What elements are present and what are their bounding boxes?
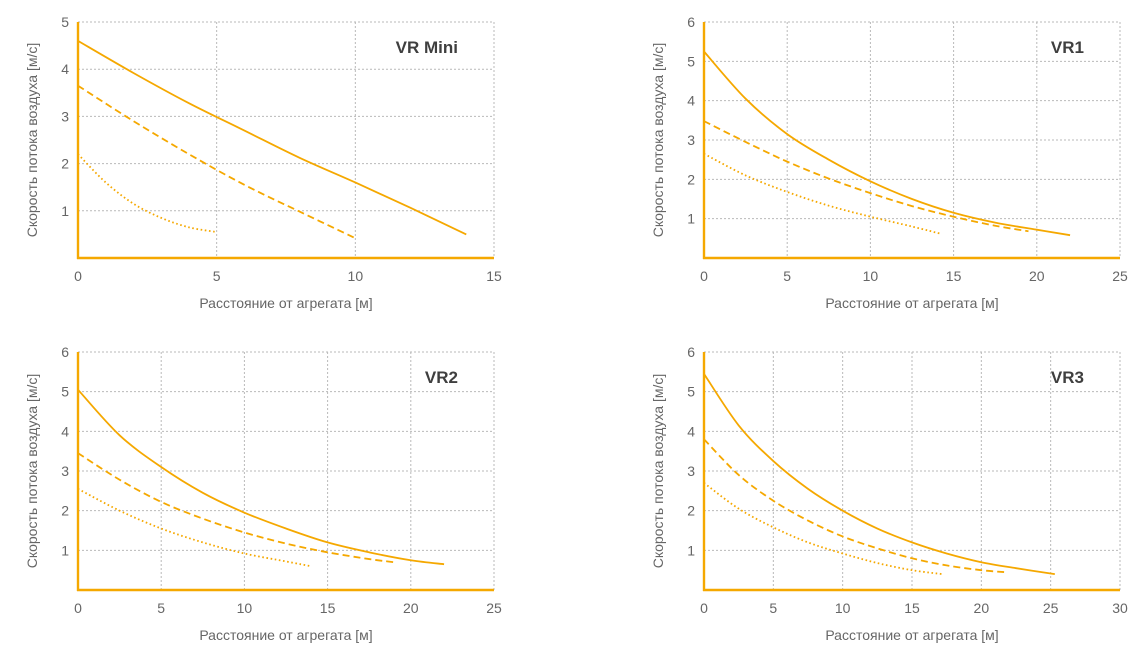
series-line-dashed	[703, 120, 1029, 233]
grid	[78, 351, 495, 590]
x-tick-label: 5	[157, 600, 165, 616]
y-tick-label: 1	[687, 542, 695, 558]
y-axis-title: Скорость потока воздуха [м/с]	[650, 43, 666, 238]
x-tick-label: 10	[863, 268, 879, 284]
x-tick-label: 5	[213, 268, 221, 284]
y-tick-label: 4	[687, 423, 695, 439]
x-tick-label: 10	[348, 268, 364, 284]
y-tick-label: 3	[687, 132, 695, 148]
chart-title: VR3	[1051, 368, 1084, 387]
y-tick-label: 2	[61, 156, 69, 172]
series-line-solid	[77, 40, 467, 236]
x-axis-title: Расстояние от агрегата [м]	[199, 627, 372, 643]
y-tick-label: 4	[61, 61, 69, 77]
x-tick-label: 25	[1112, 268, 1128, 284]
x-tick-label: 5	[783, 268, 791, 284]
y-tick-label: 1	[61, 542, 69, 558]
y-tick-label: 6	[687, 344, 695, 360]
x-tick-label: 20	[974, 600, 990, 616]
x-axis-title: Расстояние от агрегата [м]	[199, 295, 372, 311]
grid	[704, 21, 1121, 258]
y-tick-label: 3	[61, 463, 69, 479]
y-tick-label: 5	[61, 14, 69, 30]
x-tick-label: 10	[237, 600, 253, 616]
x-tick-label: 15	[320, 600, 336, 616]
y-tick-label: 3	[61, 108, 69, 124]
x-tick-label: 0	[74, 268, 82, 284]
series-line-solid	[703, 373, 1055, 576]
y-tick-label: 5	[687, 53, 695, 69]
series-line-solid	[703, 50, 1071, 237]
x-tick-label: 15	[486, 268, 502, 284]
x-tick-label: 25	[1043, 600, 1059, 616]
chart-svg: 0 5 10 15 20 25 1 2 3 4 5 6 Расстояние от агрегата […	[24, 344, 502, 643]
grid	[704, 351, 1121, 590]
x-tick-label: 30	[1112, 600, 1128, 616]
y-tick-label: 5	[61, 384, 69, 400]
series-line-dotted	[77, 153, 217, 233]
series-group	[77, 40, 467, 239]
chart-title: VR Mini	[396, 38, 458, 57]
series-group	[703, 373, 1055, 576]
y-tick-label: 5	[687, 384, 695, 400]
y-tick-label: 6	[687, 14, 695, 30]
chart-vr1: 0 5 10 15 20 25 1 2 3 4 5 6 Расстояние от агрегата […	[626, 0, 1132, 320]
x-tick-label: 20	[1029, 268, 1045, 284]
x-tick-label: 0	[700, 268, 708, 284]
y-tick-label: 2	[61, 503, 69, 519]
y-tick-label: 4	[61, 423, 69, 439]
series-line-dotted	[77, 488, 312, 568]
y-tick-label: 3	[687, 463, 695, 479]
y-tick-label: 1	[687, 211, 695, 227]
x-axis-title: Расстояние от агрегата [м]	[825, 295, 998, 311]
chart-vr2: 0 5 10 15 20 25 1 2 3 4 5 6 Расстояние от агрегата […	[0, 332, 520, 648]
x-axis-title: Расстояние от агрегата [м]	[825, 627, 998, 643]
series-group	[703, 50, 1071, 237]
y-axis-title: Скорость потока воздуха [м/с]	[650, 374, 666, 569]
y-axis-title: Скорость потока воздуха [м/с]	[24, 43, 40, 238]
y-tick-label: 2	[687, 503, 695, 519]
series-line-dashed	[77, 452, 395, 564]
x-tick-label: 0	[700, 600, 708, 616]
chart-vr3: 0 5 10 15 20 25 30 1 2 3 4 5 6 Расстояние от агрегата…	[626, 332, 1132, 648]
x-tick-label: 0	[74, 600, 82, 616]
chart-vr-mini: 0 5 10 15 1 2 3 4 5 Расстояние от агрегата [м] Ско…	[0, 0, 520, 320]
series-line-dotted	[703, 152, 941, 235]
x-tick-label: 5	[769, 600, 777, 616]
y-axis-title: Скорость потока воздуха [м/с]	[24, 374, 40, 569]
y-tick-label: 1	[61, 203, 69, 219]
x-tick-label: 20	[403, 600, 419, 616]
y-tick-label: 4	[687, 93, 695, 109]
grid	[78, 21, 495, 258]
series-group	[77, 389, 445, 568]
y-tick-label: 2	[687, 171, 695, 187]
series-line-dashed	[77, 84, 356, 239]
y-tick-label: 6	[61, 344, 69, 360]
x-tick-label: 15	[946, 268, 962, 284]
x-tick-label: 15	[904, 600, 920, 616]
chart-title: VR1	[1051, 38, 1084, 57]
chart-title: VR2	[425, 368, 458, 387]
series-line-solid	[77, 389, 445, 566]
series-line-dashed	[703, 438, 1005, 574]
x-tick-label: 10	[835, 600, 851, 616]
chart-svg: 0 5 10 15 20 25 30 1 2 3 4 5 6 Расстояние от агрегата…	[650, 344, 1128, 643]
series-line-dotted	[703, 482, 943, 576]
chart-svg: 0 5 10 15 20 25 1 2 3 4 5 6 Расстояние от агрегата […	[650, 14, 1128, 311]
x-tick-label: 25	[486, 600, 502, 616]
chart-svg: 0 5 10 15 1 2 3 4 5 Расстояние от агрегата [м] Ско…	[24, 14, 502, 311]
